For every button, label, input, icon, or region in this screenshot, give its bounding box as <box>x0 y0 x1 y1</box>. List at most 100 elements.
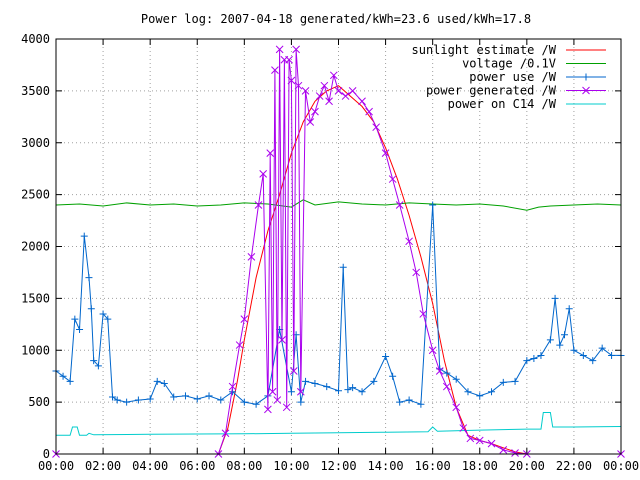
data-point <box>273 396 282 404</box>
x-tick-label: 02:00 <box>85 459 121 473</box>
data-point <box>329 71 338 80</box>
data-point <box>315 92 324 100</box>
x-tick-label: 16:00 <box>415 459 451 473</box>
data-point <box>608 351 616 359</box>
data-point <box>396 398 404 406</box>
data-point <box>76 326 84 333</box>
data-point <box>90 357 98 365</box>
data-point <box>80 232 88 240</box>
data-point <box>217 396 225 404</box>
y-tick-label: 2500 <box>21 188 50 202</box>
series-line <box>56 85 621 455</box>
data-point <box>419 310 428 318</box>
data-point <box>530 355 538 363</box>
data-point <box>348 87 357 95</box>
data-point <box>59 372 67 380</box>
data-point <box>259 170 268 178</box>
data-point <box>452 375 460 383</box>
series-line <box>55 199 622 211</box>
data-point <box>170 393 178 401</box>
data-point <box>570 346 578 354</box>
data-point <box>365 107 373 116</box>
series-3 <box>52 45 625 458</box>
series-4 <box>56 412 622 436</box>
data-point <box>266 149 275 157</box>
y-tick-label: 3000 <box>21 136 50 150</box>
data-point <box>546 336 554 344</box>
data-point <box>335 387 342 395</box>
data-point <box>287 388 295 396</box>
data-point <box>405 237 413 246</box>
data-point <box>589 357 597 365</box>
legend-marker <box>582 73 590 81</box>
data-point <box>325 97 333 106</box>
data-point <box>395 201 404 209</box>
data-point <box>511 449 519 457</box>
data-point <box>275 45 284 54</box>
data-point <box>66 377 74 385</box>
data-point <box>181 392 189 400</box>
data-point <box>104 315 112 323</box>
x-tick-label: 04:00 <box>132 459 168 473</box>
data-point <box>523 357 531 365</box>
data-point <box>240 398 248 406</box>
x-tick-label: 06:00 <box>179 459 215 473</box>
series-0 <box>56 85 621 455</box>
legend-label: voltage /0.1V <box>462 57 556 71</box>
series-1 <box>55 199 622 211</box>
data-point <box>370 377 378 385</box>
data-point <box>268 387 277 396</box>
y-tick-label: 1500 <box>21 291 50 305</box>
x-tick-label: 10:00 <box>273 459 309 473</box>
y-tick-label: 0 <box>43 447 50 461</box>
y-tick-label: 1000 <box>21 343 50 357</box>
x-tick-label: 00:00 <box>603 459 639 473</box>
data-point <box>153 377 161 385</box>
data-point <box>551 294 559 302</box>
x-tick-label: 08:00 <box>226 459 262 473</box>
data-point <box>488 388 496 396</box>
data-point <box>252 400 260 408</box>
data-point <box>302 377 310 385</box>
data-point <box>264 405 272 414</box>
series-layer <box>52 45 625 458</box>
data-point <box>320 81 329 90</box>
data-point <box>193 395 201 403</box>
legend-label: power generated /W <box>426 84 557 98</box>
data-point <box>459 424 468 432</box>
data-point <box>306 118 315 126</box>
legend-marker <box>582 86 590 95</box>
data-point <box>389 372 397 380</box>
legend-label: power on C14 /W <box>448 97 557 111</box>
data-point <box>297 398 305 406</box>
data-point <box>99 310 107 318</box>
data-point <box>466 434 475 443</box>
x-tick-label: 12:00 <box>320 459 356 473</box>
data-point <box>405 396 413 404</box>
series-line <box>56 412 622 436</box>
data-point <box>381 149 390 157</box>
data-point <box>442 382 451 391</box>
x-tick-label: 14:00 <box>368 459 404 473</box>
data-point <box>417 400 425 408</box>
data-point <box>428 346 437 355</box>
data-point <box>382 352 390 360</box>
x-tick-label: 18:00 <box>462 459 498 473</box>
x-tick-label: 00:00 <box>38 459 74 473</box>
data-point <box>487 439 496 448</box>
data-point <box>278 336 286 344</box>
data-point <box>349 384 357 392</box>
data-point <box>323 383 331 391</box>
series-line <box>55 204 621 405</box>
data-point <box>311 379 319 387</box>
data-point <box>429 201 437 209</box>
data-point <box>87 305 95 313</box>
data-point <box>296 387 305 396</box>
data-point <box>537 351 545 359</box>
legend-label: power use /W <box>469 70 556 84</box>
data-point <box>254 201 263 209</box>
data-point <box>94 362 102 370</box>
data-point <box>123 398 131 406</box>
data-point <box>146 395 154 403</box>
